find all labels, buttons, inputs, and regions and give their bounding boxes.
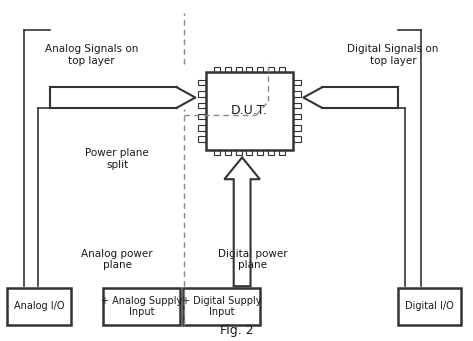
Bar bbox=[293, 114, 301, 119]
Text: Analog power
plane: Analog power plane bbox=[81, 249, 153, 270]
Text: Analog Signals on
top layer: Analog Signals on top layer bbox=[45, 44, 138, 65]
Bar bbox=[225, 150, 231, 155]
Bar bbox=[236, 67, 242, 72]
Bar bbox=[103, 288, 180, 325]
Bar bbox=[198, 80, 206, 86]
Bar bbox=[257, 67, 263, 72]
Bar bbox=[293, 80, 301, 86]
Bar bbox=[225, 67, 231, 72]
Bar bbox=[293, 125, 301, 131]
Text: + Analog Supply
Input: + Analog Supply Input bbox=[101, 296, 183, 317]
Bar bbox=[198, 103, 206, 108]
Bar bbox=[279, 150, 285, 155]
Text: D.U.T.: D.U.T. bbox=[231, 104, 268, 117]
Bar bbox=[198, 91, 206, 97]
Text: Fig. 2: Fig. 2 bbox=[219, 324, 254, 337]
Bar bbox=[268, 150, 274, 155]
Text: Analog I/O: Analog I/O bbox=[14, 301, 64, 311]
Bar bbox=[198, 114, 206, 119]
Bar bbox=[183, 288, 260, 325]
Text: + Digital Supply
Input: + Digital Supply Input bbox=[182, 296, 261, 317]
Bar bbox=[268, 67, 274, 72]
Bar bbox=[198, 125, 206, 131]
Bar bbox=[246, 150, 253, 155]
Bar bbox=[293, 136, 301, 142]
Bar bbox=[293, 103, 301, 108]
Bar bbox=[293, 91, 301, 97]
Bar bbox=[214, 150, 220, 155]
Bar bbox=[398, 288, 461, 325]
Bar bbox=[214, 67, 220, 72]
Text: Digital power
plane: Digital power plane bbox=[218, 249, 288, 270]
Bar bbox=[198, 136, 206, 142]
Bar bbox=[279, 67, 285, 72]
Bar bbox=[8, 288, 70, 325]
Bar bbox=[236, 150, 242, 155]
Text: Digital I/O: Digital I/O bbox=[405, 301, 454, 311]
Bar bbox=[246, 67, 253, 72]
Bar bbox=[206, 72, 293, 150]
Bar bbox=[257, 150, 263, 155]
Text: Power plane
split: Power plane split bbox=[86, 148, 149, 169]
Text: Digital Signals on
top layer: Digital Signals on top layer bbox=[347, 44, 439, 65]
